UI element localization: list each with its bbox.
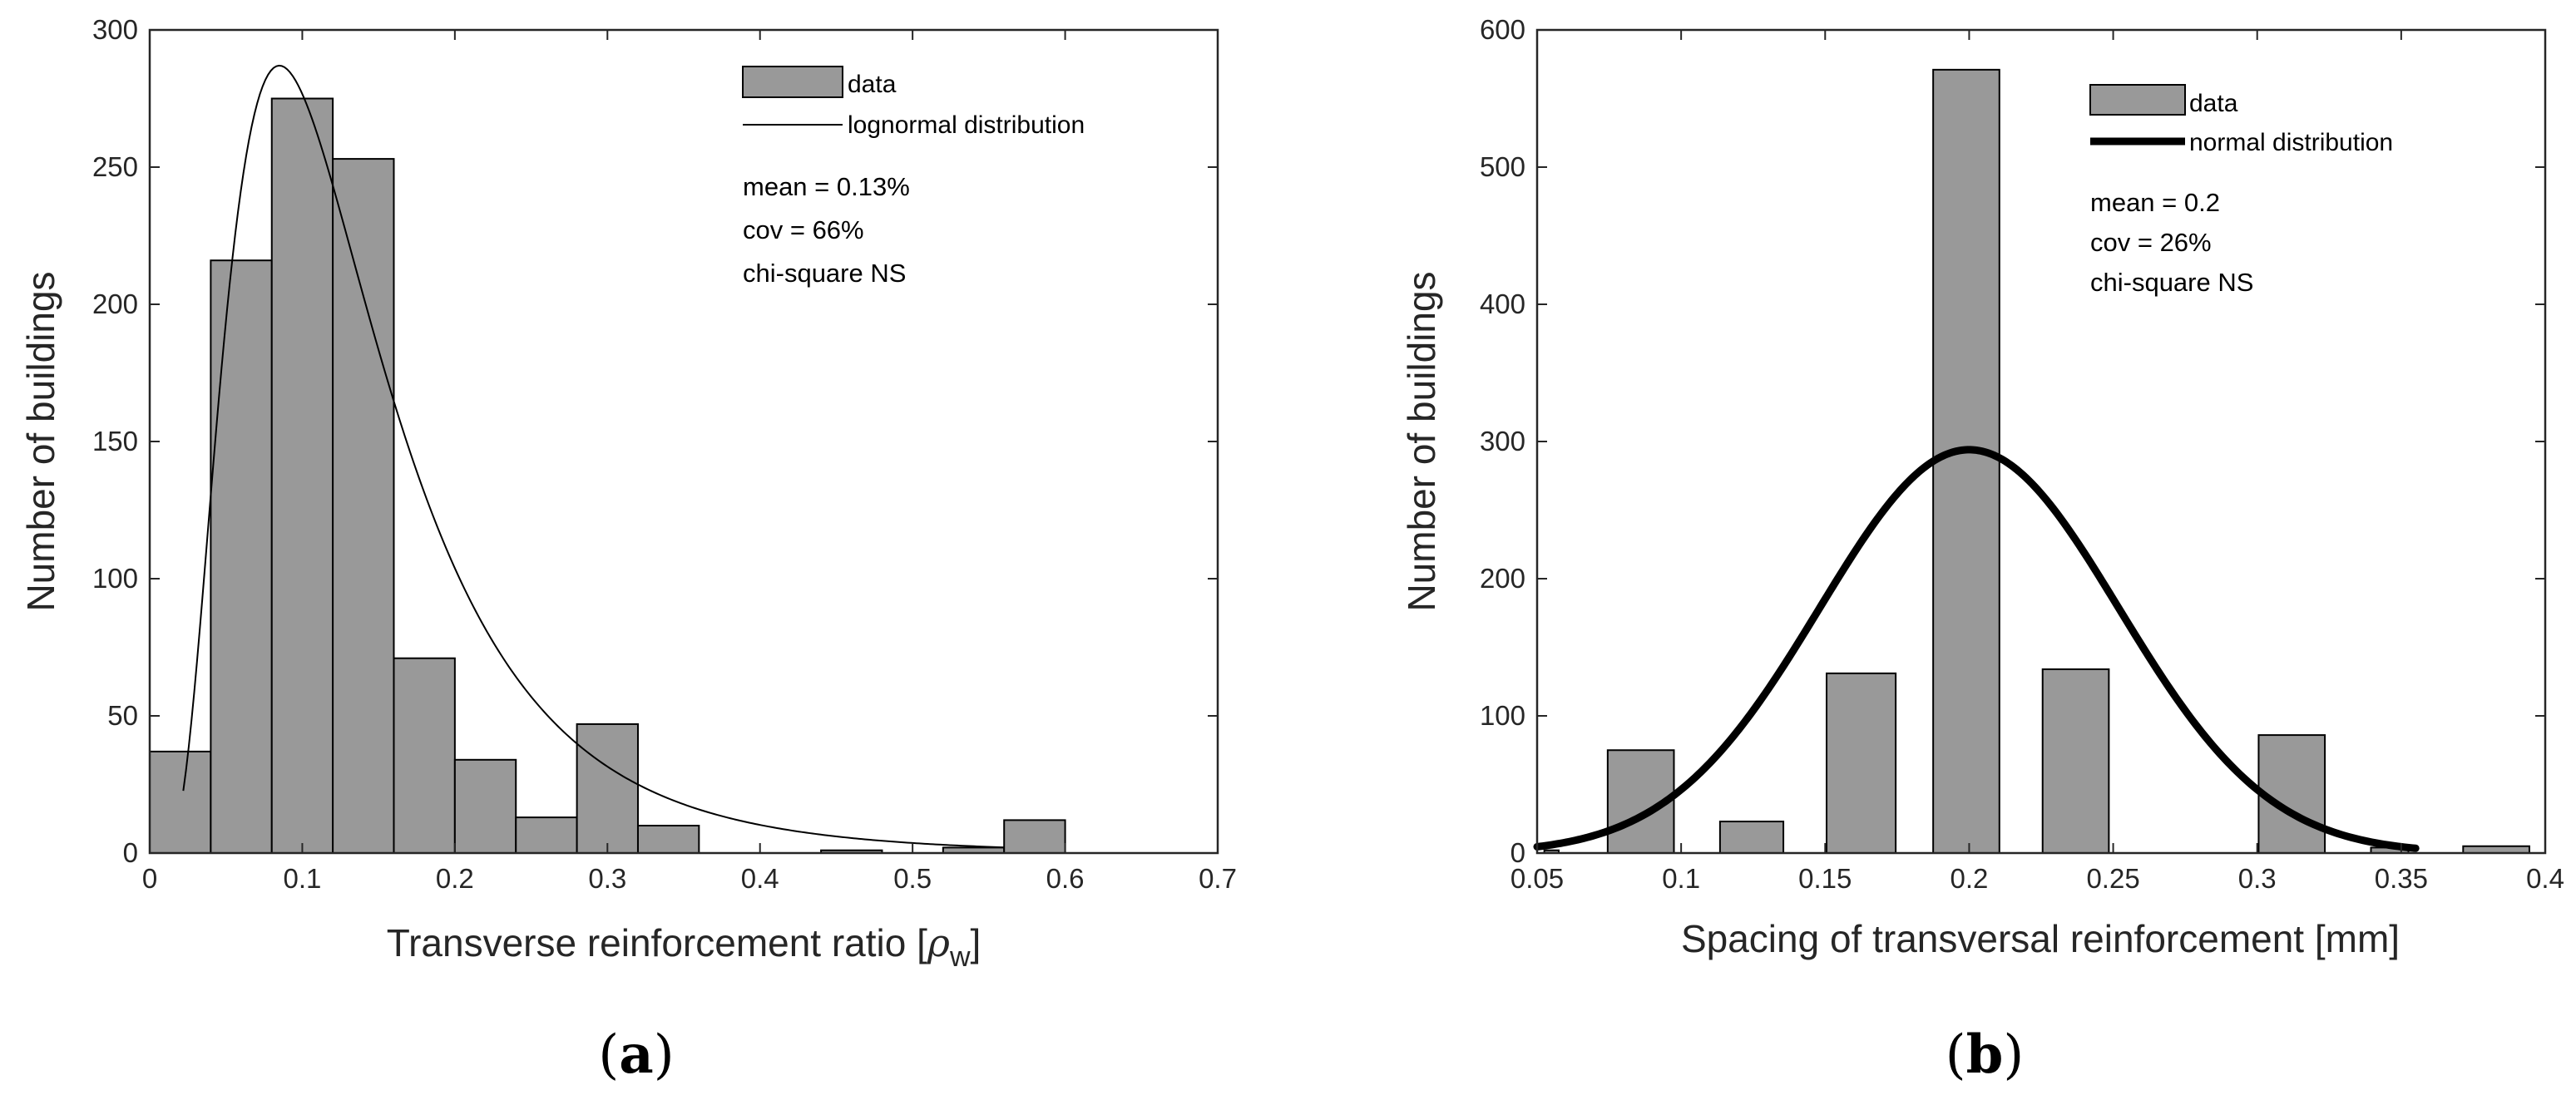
panel-label-b: (b) (1946, 1023, 2025, 1086)
bars-a (149, 97, 1066, 855)
plot-area-b (1537, 30, 2545, 853)
normal-curve (1533, 446, 2420, 852)
ticks-a: 0 0.1 0.2 0.3 0.4 0.5 0.6 0.7 0 50 100 150 200 250 300 (92, 14, 1237, 894)
y-tick-label: 100 (1480, 700, 1525, 731)
panel-label-a-letter: a (619, 1023, 653, 1086)
y-axis-label-b: Number of buildings (1400, 271, 1443, 611)
annotation-mean-a: mean = 0.13% (743, 172, 910, 201)
x-tick-label: 0.15 (1798, 863, 1852, 894)
y-tick-label: 300 (92, 14, 138, 45)
legend-label-data-a: data (848, 71, 897, 98)
x-tick-label: 0.35 (2375, 863, 2428, 894)
histogram-bar (2041, 668, 2110, 855)
lognormal-curve (182, 64, 1005, 849)
legend-swatch-data-a (742, 66, 843, 98)
annotation-chisq-a: chi-square NS (743, 259, 906, 288)
histogram-bar (1003, 819, 1066, 855)
x-tick-label: 0.4 (2526, 863, 2564, 894)
histogram-bar (1718, 821, 1785, 854)
histogram-bar (149, 750, 212, 855)
y-tick-label: 600 (1480, 14, 1525, 45)
annotation-mean-b: mean = 0.2 (2090, 188, 2220, 217)
x-tick-label: 0.1 (283, 863, 321, 894)
panel-a: 0 0.1 0.2 0.3 0.4 0.5 0.6 0.7 0 50 100 150 200 250 300… (19, 14, 1237, 1086)
annotation-cov-a: cov = 66% (743, 215, 864, 244)
y-tick-label: 250 (92, 151, 138, 182)
histogram-bar (270, 97, 334, 854)
x-tick-label: 0.5 (893, 863, 932, 894)
y-tick-label: 200 (92, 289, 138, 319)
y-tick-label: 400 (1480, 289, 1525, 319)
histogram-bar (393, 657, 456, 855)
x-tick-label: 0.6 (1046, 863, 1085, 894)
histogram-bar (2257, 734, 2326, 854)
annotation-chisq-b: chi-square NS (2090, 268, 2253, 297)
y-tick-label: 0 (1510, 837, 1525, 868)
y-tick-label: 200 (1480, 563, 1525, 594)
x-tick-label: 0.2 (1950, 863, 1988, 894)
legend-swatch-data-b (2089, 84, 2186, 116)
x-tick-label: 0.3 (2238, 863, 2277, 894)
x-tick-label: 0.1 (1662, 863, 1700, 894)
y-tick-label: 500 (1480, 151, 1525, 182)
x-tick-label: 0.7 (1199, 863, 1237, 894)
x-axis-label-a-subscript: w (949, 941, 971, 973)
x-axis-label-a-symbol: ρ (927, 920, 950, 965)
legend-label-data-b: data (2189, 90, 2238, 117)
histogram-bar (636, 825, 700, 854)
y-tick-label: 0 (123, 837, 138, 868)
panel-label-b-letter: b (1966, 1023, 2004, 1086)
annotation-cov-b: cov = 26% (2090, 228, 2212, 257)
histogram-bar (332, 158, 395, 855)
y-tick-label: 50 (107, 700, 138, 731)
x-tick-label: 0.3 (588, 863, 626, 894)
histogram-bar (515, 816, 578, 854)
y-tick-label: 300 (1480, 426, 1525, 456)
histogram-bar (576, 723, 639, 855)
x-tick-label: 0.2 (436, 863, 474, 894)
panel-b: 0.05 0.1 0.15 0.2 0.25 0.3 0.35 0.4 0 100 200 300 40… (1400, 14, 2564, 1086)
x-axis-label-a: Transverse reinforcement ratio [ρw] (387, 920, 981, 973)
y-tick-label: 100 (92, 563, 138, 594)
y-tick-label: 150 (92, 426, 138, 456)
legend-label-curve-b: normal distribution (2189, 129, 2393, 156)
histogram-bar (210, 259, 273, 854)
x-tick-label: 0.4 (741, 863, 779, 894)
histogram-bar (1932, 68, 2000, 855)
x-tick-label: 0 (142, 863, 157, 894)
x-axis-label-a-text: Transverse reinforcement ratio (387, 921, 907, 964)
histogram-bar (453, 758, 517, 854)
y-axis-label-a: Number of buildings (19, 271, 62, 611)
panel-label-a: (a) (598, 1023, 674, 1086)
legend-label-curve-a: lognormal distribution (848, 111, 1085, 139)
x-tick-label: 0.25 (2086, 863, 2139, 894)
ticks-b: 0.05 0.1 0.15 0.2 0.25 0.3 0.35 0.4 0 100 200 300 40… (1480, 14, 2564, 894)
histogram-bar (1826, 672, 1897, 854)
x-axis-label-b: Spacing of transversal reinforcement [mm… (1681, 917, 2400, 960)
x-tick-label: 0.05 (1510, 863, 1564, 894)
